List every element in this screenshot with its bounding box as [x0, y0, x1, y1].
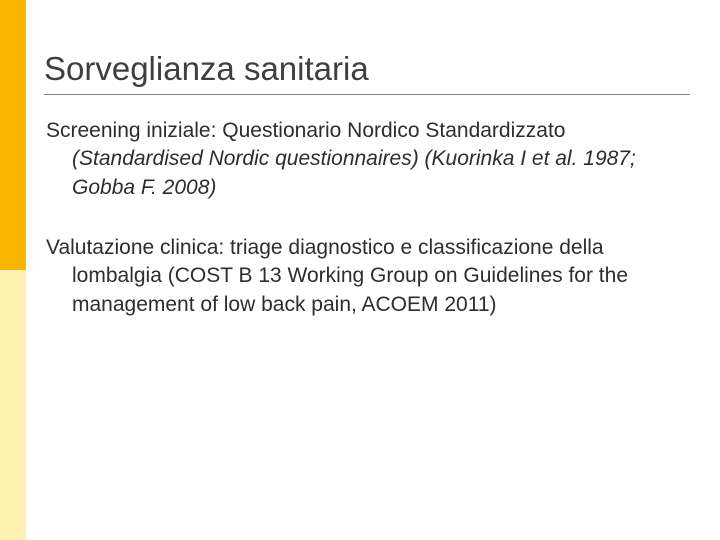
slide-body: Screening iniziale: Questionario Nordico… — [44, 117, 690, 319]
text-run: Valutazione clinica: triage diagnostico … — [46, 236, 628, 316]
slide-content: Sorveglianza sanitaria Screening inizial… — [44, 50, 690, 351]
body-paragraph: Screening iniziale: Questionario Nordico… — [70, 117, 690, 202]
body-paragraph: Valutazione clinica: triage diagnostico … — [70, 234, 690, 319]
accent-sidebar-upper — [0, 0, 26, 270]
accent-sidebar-lower — [0, 270, 26, 540]
text-run: Screening iniziale: Questionario Nordico… — [46, 119, 565, 142]
slide-title: Sorveglianza sanitaria — [44, 50, 690, 95]
text-run: (Standardised Nordic questionnaires) (Ku… — [72, 147, 636, 198]
accent-sidebar — [0, 0, 26, 540]
